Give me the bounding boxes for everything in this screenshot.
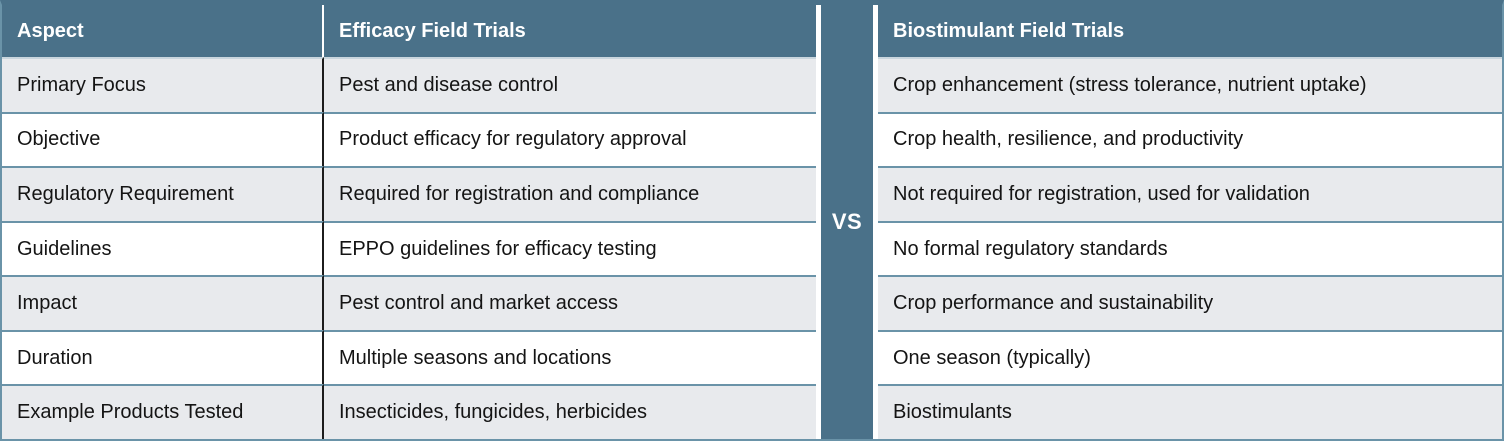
biostimulant-cell: Crop health, resilience, and productivit… (878, 111, 1502, 167)
efficacy-cell: Multiple seasons and locations (324, 329, 816, 385)
efficacy-cell: Required for registration and compliance (324, 166, 816, 221)
aspect-row-label: Primary Focus (2, 57, 324, 112)
vs-divider-column: VS (821, 5, 873, 439)
efficacy-cell: Insecticides, fungicides, herbicides (324, 384, 816, 440)
vs-divider-gap-left (816, 5, 821, 439)
efficacy-cell: Pest and disease control (324, 57, 816, 112)
vs-label: VS (831, 209, 863, 234)
biostimulant-cell: One season (typically) (878, 329, 1502, 385)
column-aspect: Aspect Primary Focus Objective Regulator… (2, 5, 324, 440)
efficacy-cell: Pest control and market access (324, 275, 816, 330)
column-header-efficacy: Efficacy Field Trials (324, 5, 816, 57)
column-efficacy-field-trials: Efficacy Field Trials Pest and disease c… (324, 5, 816, 440)
aspect-row-label: Example Products Tested (2, 384, 324, 440)
biostimulant-cell: Crop enhancement (stress tolerance, nutr… (878, 57, 1502, 112)
aspect-row-label: Guidelines (2, 220, 324, 276)
column-header-biostimulant: Biostimulant Field Trials (878, 5, 1502, 57)
biostimulant-cell: Biostimulants (878, 384, 1502, 440)
vs-divider-gap-right (873, 5, 878, 439)
biostimulant-cell: Crop performance and sustainability (878, 275, 1502, 330)
column-biostimulant-field-trials: Biostimulant Field Trials Crop enhanceme… (878, 5, 1502, 440)
column-header-aspect: Aspect (2, 5, 324, 57)
aspect-row-label: Duration (2, 329, 324, 385)
efficacy-cell: EPPO guidelines for efficacy testing (324, 220, 816, 276)
efficacy-cell: Product efficacy for regulatory approval (324, 111, 816, 167)
aspect-row-label: Regulatory Requirement (2, 166, 324, 221)
aspect-row-label: Objective (2, 111, 324, 167)
biostimulant-cell: Not required for registration, used for … (878, 166, 1502, 221)
aspect-row-label: Impact (2, 275, 324, 330)
biostimulant-cell: No formal regulatory standards (878, 220, 1502, 276)
